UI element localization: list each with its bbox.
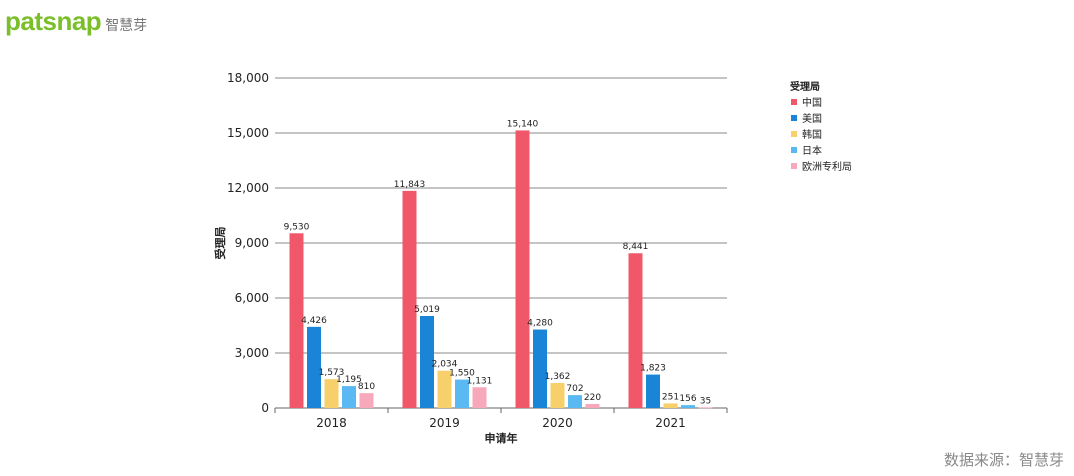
data-label: 8,441: [623, 242, 649, 252]
data-source: 数据来源：智慧芽: [943, 451, 1064, 469]
bar: [437, 370, 452, 408]
data-label: 251: [662, 392, 679, 402]
y-axis-title: 受理局: [213, 227, 227, 260]
legend-swatch: [791, 99, 797, 105]
bar: [628, 253, 643, 408]
data-label: 1,195: [336, 375, 362, 385]
data-label: 1,823: [640, 364, 666, 374]
brand-logo: patsnap 智慧芽: [5, 6, 147, 37]
data-label: 220: [584, 393, 601, 403]
bar: [324, 379, 339, 408]
brand-cn: 智慧芽: [105, 18, 148, 34]
data-label: 15,140: [507, 119, 539, 129]
x-tick-label: 2020: [542, 416, 573, 430]
data-label: 35: [700, 396, 711, 406]
legend-label: 欧洲专利局: [802, 160, 852, 173]
x-tick-label: 2018: [316, 416, 347, 430]
bar: [455, 379, 469, 408]
data-label: 1,131: [467, 376, 493, 386]
bar: [646, 374, 660, 408]
y-tick-label: 12,000: [227, 181, 269, 195]
data-label: 156: [679, 394, 696, 404]
legend-title: 受理局: [790, 80, 820, 93]
bar: [420, 315, 434, 408]
x-tick-label: 2019: [429, 416, 460, 430]
bar: [515, 130, 530, 408]
data-label: 4,280: [527, 319, 553, 329]
bar: [402, 190, 417, 408]
y-tick-label: 0: [261, 401, 269, 415]
bar: [550, 383, 565, 408]
data-label: 11,843: [394, 180, 426, 190]
bar: [359, 393, 374, 408]
x-axis-title: 申请年: [485, 431, 518, 445]
bar: [307, 326, 321, 408]
legend-swatch: [791, 131, 797, 137]
brand-name: patsnap: [5, 6, 102, 36]
legend-label: 韩国: [802, 128, 822, 141]
y-tick-label: 15,000: [227, 126, 269, 140]
bar: [289, 233, 304, 408]
bar: [342, 386, 356, 408]
y-tick-label: 6,000: [235, 291, 269, 305]
data-label: 1,362: [545, 372, 571, 382]
legend-swatch: [791, 147, 797, 153]
legend-swatch: [791, 163, 797, 169]
data-label: 4,426: [301, 316, 327, 326]
bar: [698, 407, 713, 409]
bar: [568, 395, 582, 408]
y-tick-label: 18,000: [227, 71, 269, 85]
data-label: 9,530: [284, 222, 310, 232]
bar: [585, 403, 600, 408]
data-label: 1,550: [449, 369, 475, 379]
data-label: 702: [566, 384, 583, 394]
y-tick-label: 3,000: [235, 346, 269, 360]
bar: [472, 387, 487, 408]
data-label: 1,573: [319, 368, 345, 378]
legend-label: 美国: [802, 112, 822, 125]
data-label: 2,034: [432, 360, 458, 370]
bar: [663, 403, 678, 408]
y-tick-label: 9,000: [235, 236, 269, 250]
bar: [681, 405, 695, 408]
bar: [533, 329, 547, 408]
x-tick-label: 2021: [655, 416, 686, 430]
data-label: 810: [358, 382, 375, 392]
legend-label: 中国: [802, 96, 822, 109]
data-label: 5,019: [414, 305, 440, 315]
legend-label: 日本: [802, 144, 822, 157]
legend-swatch: [791, 115, 797, 121]
